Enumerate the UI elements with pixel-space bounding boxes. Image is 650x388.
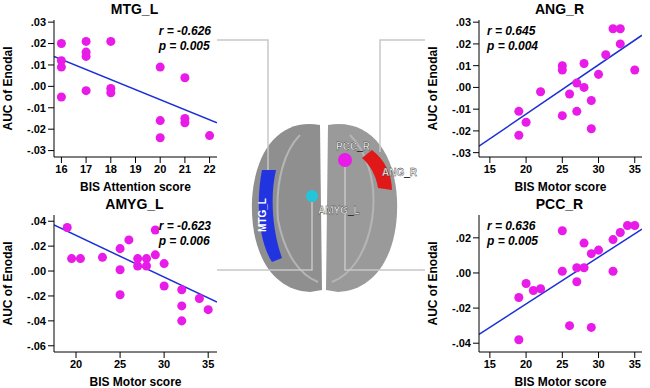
svg-text:-.02: -.02 (27, 123, 46, 135)
html-text:r = 0.645: r = 0.645 (487, 24, 536, 38)
svg-text:AUC of Enodal: AUC of Enodal (8, 242, 15, 326)
svg-text:30: 30 (592, 163, 604, 175)
svg-text:25: 25 (556, 163, 568, 175)
svg-text:.02: .02 (31, 37, 46, 49)
svg-text:.00: .00 (456, 267, 471, 279)
svg-text:.02: .02 (456, 232, 471, 244)
svg-text:.04: .04 (31, 215, 47, 227)
svg-text:.01: .01 (456, 60, 471, 72)
html-text:PCC_R: PCC_R (535, 196, 584, 212)
html-text:p = 0.004: p = 0.004 (487, 39, 538, 53)
svg-text:17: 17 (80, 163, 92, 175)
svg-text:-.02: -.02 (452, 125, 471, 137)
svg-text:.03: .03 (31, 16, 46, 28)
svg-text:-.02: -.02 (452, 302, 471, 314)
html-text:p = 0.005: p = 0.005 (158, 39, 210, 53)
svg-text:.01: .01 (31, 59, 46, 71)
svg-text:15: 15 (484, 358, 496, 370)
svg-text:.00: .00 (31, 265, 46, 277)
svg-text:ANG_R: ANG_R (382, 167, 418, 178)
svg-text:AUC of Enodal: AUC of Enodal (8, 47, 15, 131)
svg-text:25: 25 (114, 358, 126, 370)
svg-text:BIS Motor score: BIS Motor score (514, 375, 606, 388)
svg-text:-.01: -.01 (452, 103, 471, 115)
svg-text:19: 19 (129, 163, 141, 175)
svg-text:-.04: -.04 (452, 337, 472, 349)
svg-text:BIS Motor score: BIS Motor score (89, 375, 181, 388)
svg-text:22: 22 (203, 163, 215, 175)
svg-text:35: 35 (629, 163, 641, 175)
svg-text:35: 35 (202, 358, 214, 370)
svg-text:20: 20 (520, 163, 532, 175)
svg-text:25: 25 (556, 358, 568, 370)
svg-text:20: 20 (154, 163, 166, 175)
html-text:r = -0.626: r = -0.626 (158, 24, 211, 38)
svg-text:BIS Attention score: BIS Attention score (80, 180, 191, 193)
svg-text:PCC_R: PCC_R (336, 141, 371, 152)
svg-text:.03: .03 (456, 16, 471, 28)
svg-text:15: 15 (484, 163, 496, 175)
svg-text:MTG_L: MTG_L (257, 198, 268, 232)
svg-text:18: 18 (105, 163, 117, 175)
html-text:r = 0.636: r = 0.636 (487, 219, 536, 233)
svg-text:-.01: -.01 (27, 102, 46, 114)
html-text:AMYG_L: AMYG_L (105, 196, 164, 212)
svg-text:AUC of Enodal: AUC of Enodal (426, 47, 440, 131)
svg-text:-.06: -.06 (27, 340, 46, 352)
svg-text:-.03: -.03 (27, 144, 46, 156)
svg-text:.02: .02 (31, 240, 46, 252)
svg-text:20: 20 (70, 358, 82, 370)
svg-text:AUC of Enodal: AUC of Enodal (426, 242, 440, 326)
html-text:r = -0.623: r = -0.623 (158, 219, 211, 233)
svg-text:30: 30 (158, 358, 170, 370)
html-text:ANG_R: ANG_R (535, 1, 584, 17)
svg-text:-.04: -.04 (27, 315, 47, 327)
svg-text:21: 21 (179, 163, 191, 175)
html-text:MTG_L: MTG_L (110, 1, 159, 17)
svg-text:20: 20 (520, 358, 532, 370)
html-text:p = 0.005: p = 0.005 (487, 234, 538, 248)
svg-text:.00: .00 (31, 80, 46, 92)
svg-text:BIS Motor score: BIS Motor score (514, 180, 606, 193)
html-text:p = 0.006: p = 0.006 (158, 234, 210, 248)
svg-text:AMYG_L: AMYG_L (318, 205, 360, 216)
svg-text:30: 30 (592, 358, 604, 370)
svg-text:35: 35 (629, 358, 641, 370)
svg-text:.00: .00 (456, 81, 471, 93)
svg-text:.02: .02 (456, 38, 471, 50)
svg-text:-.03: -.03 (452, 147, 471, 159)
svg-text:16: 16 (55, 163, 67, 175)
svg-text:-.02: -.02 (27, 290, 46, 302)
